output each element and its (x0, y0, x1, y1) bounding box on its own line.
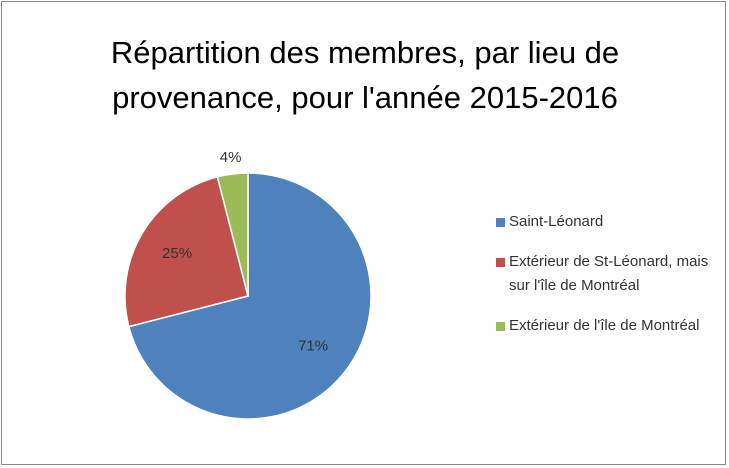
legend-item: Extérieur de l'île de Montréal (496, 314, 724, 338)
legend-label: Saint-Léonard (509, 213, 604, 230)
legend-swatch (496, 258, 505, 267)
data-label: 25% (162, 245, 192, 262)
legend-item: Saint-Léonard (496, 210, 724, 234)
pie-slice (127, 172, 372, 420)
legend-label: Extérieur de l'île de Montréal (509, 317, 700, 334)
legend-item: Extérieur de St-Léonard, mais sur l'île … (496, 250, 724, 298)
legend-swatch (496, 322, 505, 331)
pie-slice (124, 175, 249, 328)
pie-slice (216, 172, 249, 297)
data-label: 71% (298, 337, 328, 354)
data-label: 4% (220, 149, 242, 166)
chart-title: Répartition des membres, par lieu de pro… (110, 35, 620, 115)
legend-label: Extérieur de St-Léonard, mais sur l'île … (509, 253, 709, 294)
legend-swatch (496, 218, 505, 227)
legend: Saint-Léonard Extérieur de St-Léonard, ma… (496, 210, 726, 354)
